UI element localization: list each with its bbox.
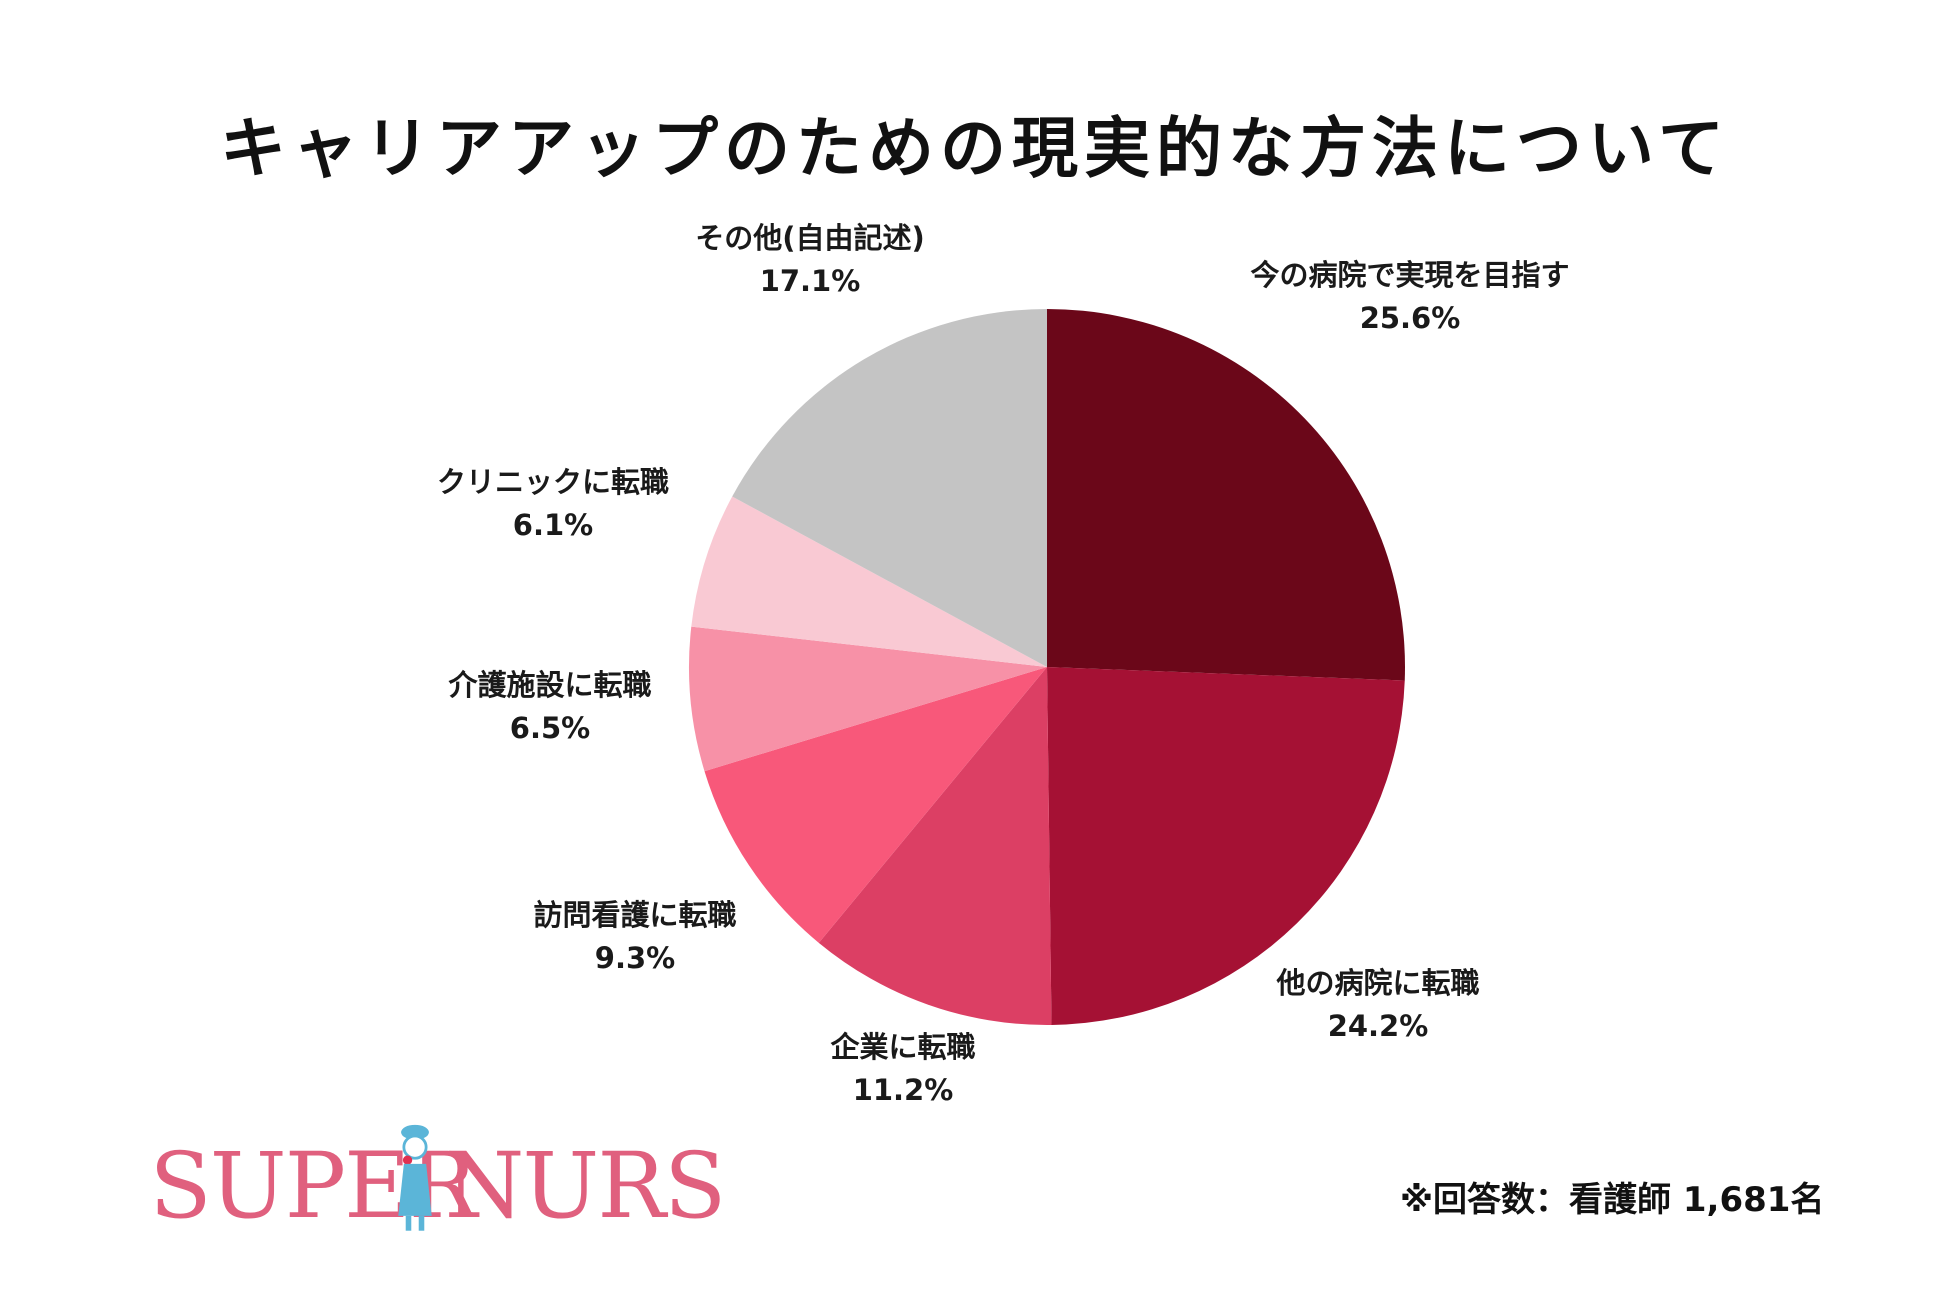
- pie-slice-1: [1047, 667, 1405, 1025]
- pie-slice-2: [818, 667, 1052, 1025]
- pie-slice-3: [704, 667, 1047, 943]
- slice-label-2: 企業に転職: [830, 1030, 975, 1064]
- respondent-note: ※回答数：看護師 1,681名: [1400, 1180, 1825, 1220]
- supernurse-logo: SUPER NURSE: [149, 1124, 728, 1239]
- slice-value-2: 11.2%: [853, 1073, 954, 1107]
- slice-label-1: 他の病院に転職: [1275, 966, 1479, 1000]
- logo-text-nurse: NURSE: [445, 1134, 728, 1239]
- pie-slices: [689, 309, 1405, 1025]
- slice-labels: 今の病院で実現を目指す 25.6% 他の病院に転職 24.2% 企業に転職 11.2% 訪問…: [437, 221, 1570, 1107]
- slice-label-4: 介護施設に転職: [447, 668, 651, 702]
- slice-label-5: クリニックに転職: [437, 465, 669, 499]
- slice-value-0: 25.6%: [1360, 301, 1461, 335]
- nurse-figure-icon: [398, 1124, 432, 1231]
- slice-value-4: 6.5%: [510, 711, 590, 745]
- slice-value-5: 6.1%: [513, 508, 593, 542]
- pie-slice-0: [1047, 309, 1405, 681]
- slice-value-6: 17.1%: [760, 264, 861, 298]
- slice-label-6: その他(自由記述): [695, 221, 925, 255]
- pie-slice-4: [689, 626, 1047, 772]
- pie-slice-5: [691, 496, 1047, 667]
- chart-title: キャリアアップのための現実的な方法について: [219, 110, 1731, 187]
- slice-value-3: 9.3%: [595, 941, 675, 975]
- logo-text-super: SUPER: [149, 1134, 479, 1239]
- slice-label-0: 今の病院で実現を目指す: [1250, 258, 1569, 292]
- slice-label-3: 訪問看護に転職: [533, 898, 736, 932]
- pie-slice-6: [732, 309, 1047, 667]
- slice-value-1: 24.2%: [1328, 1009, 1429, 1043]
